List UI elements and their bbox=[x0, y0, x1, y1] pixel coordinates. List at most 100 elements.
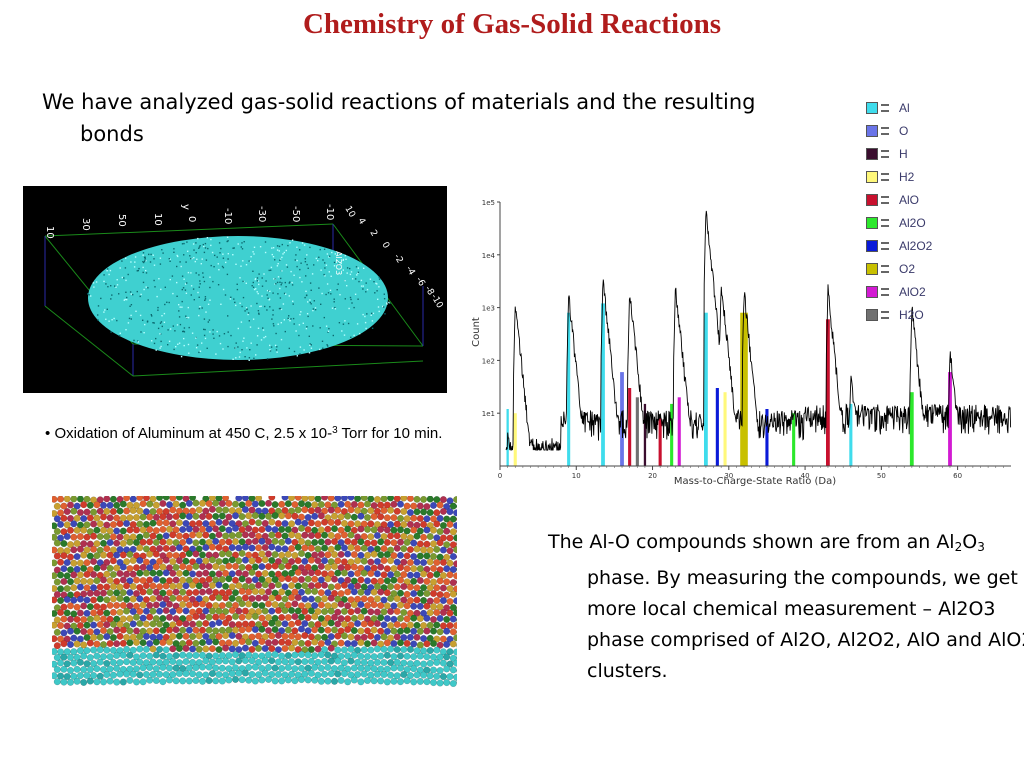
atom bbox=[103, 496, 111, 503]
legend-label: H2O bbox=[899, 307, 924, 322]
atom bbox=[198, 563, 207, 571]
atom bbox=[380, 496, 388, 503]
atom bbox=[238, 513, 246, 521]
atom bbox=[357, 564, 365, 572]
atom bbox=[367, 584, 375, 592]
particle-speck bbox=[371, 327, 374, 329]
atom bbox=[446, 508, 454, 516]
atom bbox=[93, 501, 101, 509]
atom bbox=[162, 569, 170, 577]
particle-speck bbox=[288, 295, 290, 297]
slide-title: Chemistry of Gas-Solid Reactions bbox=[302, 8, 722, 40]
particle-speck bbox=[349, 273, 352, 276]
particle-speck bbox=[115, 286, 117, 288]
atom bbox=[340, 607, 348, 615]
atom bbox=[284, 525, 292, 534]
atom bbox=[53, 616, 61, 624]
atom bbox=[410, 565, 418, 573]
atom bbox=[66, 666, 75, 674]
atom bbox=[350, 526, 358, 534]
atom bbox=[301, 568, 309, 577]
particle-speck bbox=[378, 286, 380, 288]
species-segment bbox=[704, 312, 708, 466]
atom bbox=[321, 507, 329, 515]
atom bbox=[363, 539, 372, 547]
particle-speck bbox=[181, 288, 183, 291]
atom bbox=[192, 512, 200, 520]
particle-speck bbox=[257, 310, 260, 312]
particle-speck bbox=[202, 276, 205, 278]
atom bbox=[301, 496, 309, 502]
atom bbox=[119, 601, 127, 609]
atom bbox=[208, 520, 216, 528]
atom bbox=[311, 663, 319, 671]
atom bbox=[400, 608, 408, 617]
particle-speck bbox=[216, 256, 218, 258]
atom bbox=[116, 594, 124, 603]
atom bbox=[393, 620, 401, 629]
atom bbox=[403, 578, 411, 586]
particle-speck bbox=[139, 314, 142, 317]
atom bbox=[304, 602, 312, 610]
atom bbox=[126, 602, 134, 610]
atom bbox=[258, 563, 266, 571]
particle-speck bbox=[378, 278, 381, 280]
atom bbox=[403, 626, 411, 635]
atom bbox=[436, 553, 444, 561]
atom bbox=[446, 635, 454, 643]
particle-speck bbox=[246, 347, 248, 349]
particle-speck bbox=[195, 337, 197, 339]
atom bbox=[175, 632, 183, 640]
particle-speck bbox=[239, 277, 241, 279]
atom bbox=[314, 496, 322, 503]
particle-speck bbox=[314, 307, 317, 309]
atom bbox=[436, 527, 444, 536]
atom bbox=[334, 506, 342, 514]
atom bbox=[261, 607, 269, 615]
particle-speck bbox=[289, 242, 291, 244]
particle-speck bbox=[281, 243, 283, 246]
side-tick: 4 bbox=[355, 217, 367, 227]
particle-speck bbox=[364, 321, 367, 324]
atom bbox=[90, 596, 98, 604]
atom bbox=[291, 677, 299, 685]
atom bbox=[443, 503, 451, 511]
atom bbox=[278, 500, 286, 508]
atom bbox=[304, 525, 312, 534]
atom bbox=[307, 657, 315, 665]
atom bbox=[367, 520, 375, 528]
atom bbox=[410, 640, 418, 648]
atom bbox=[248, 583, 256, 591]
atom bbox=[304, 501, 312, 509]
particle-speck bbox=[328, 327, 330, 330]
atom bbox=[314, 569, 322, 577]
atom bbox=[57, 546, 65, 555]
atom bbox=[291, 613, 299, 621]
atom bbox=[66, 640, 75, 649]
atom bbox=[129, 608, 137, 616]
atom bbox=[396, 538, 405, 546]
particle-speck bbox=[206, 347, 208, 349]
atom bbox=[304, 539, 312, 547]
atom bbox=[354, 544, 362, 552]
atom bbox=[136, 507, 144, 515]
particle-speck bbox=[105, 318, 107, 320]
atom bbox=[99, 501, 108, 509]
particle-speck bbox=[274, 259, 276, 261]
atom bbox=[324, 589, 332, 597]
atom bbox=[294, 518, 302, 526]
atom bbox=[175, 606, 183, 614]
atom bbox=[129, 533, 137, 541]
atom bbox=[231, 651, 240, 659]
atom bbox=[208, 532, 216, 540]
atom bbox=[192, 539, 200, 547]
atom bbox=[70, 559, 78, 567]
particle-speck bbox=[269, 350, 272, 352]
particle-speck bbox=[199, 350, 202, 352]
atom bbox=[403, 602, 411, 610]
particle-speck bbox=[384, 313, 386, 315]
particle-speck bbox=[283, 319, 285, 321]
particle-speck bbox=[312, 309, 314, 312]
atom bbox=[251, 639, 259, 647]
atom bbox=[149, 569, 157, 577]
